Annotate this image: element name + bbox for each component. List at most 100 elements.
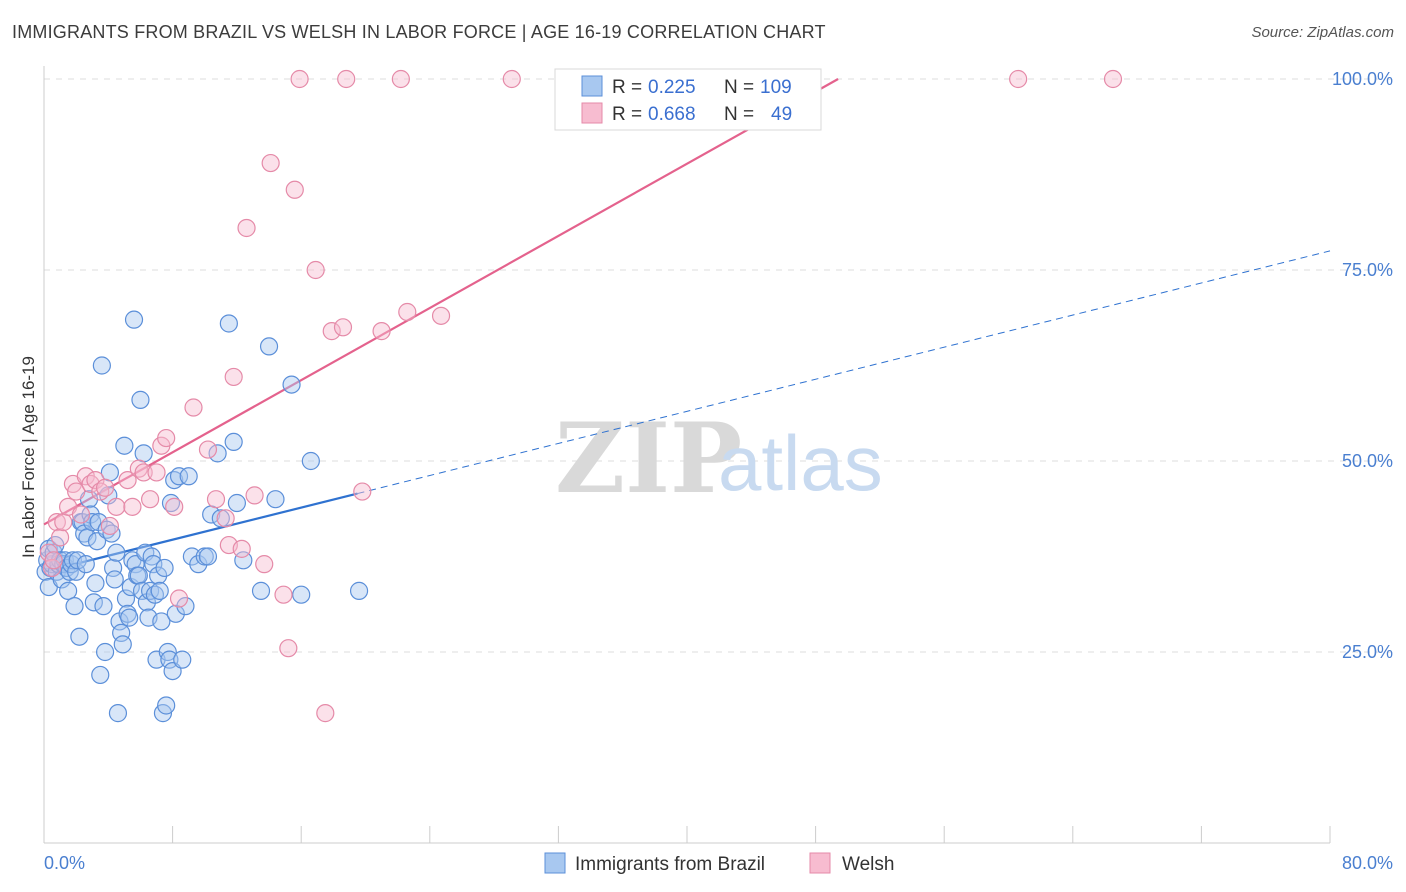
point-welsh bbox=[123, 497, 142, 516]
point-welsh bbox=[134, 463, 153, 482]
point-brazil bbox=[116, 589, 136, 608]
point-brazil bbox=[234, 551, 253, 570]
watermark-atlas: atlas bbox=[718, 419, 883, 507]
point-welsh bbox=[306, 260, 325, 280]
point-welsh bbox=[333, 318, 353, 337]
point-brazil bbox=[208, 444, 227, 463]
point-welsh bbox=[224, 367, 243, 387]
point-brazil bbox=[102, 524, 121, 543]
point-brazil bbox=[115, 436, 134, 455]
bottom-legend-label-welsh: Welsh bbox=[842, 854, 894, 875]
point-welsh bbox=[184, 398, 203, 417]
point-welsh bbox=[107, 497, 126, 516]
point-brazil bbox=[120, 608, 139, 627]
trend-line-welsh bbox=[43, 78, 839, 526]
point-welsh bbox=[1103, 69, 1123, 89]
source-credit: Source: ZipAtlas.com bbox=[1251, 24, 1394, 41]
point-welsh bbox=[279, 639, 298, 658]
y-tick-label: 25.0% bbox=[1342, 642, 1393, 662]
point-welsh bbox=[42, 558, 62, 578]
point-brazil bbox=[155, 558, 174, 578]
point-brazil bbox=[251, 581, 271, 600]
y-tick-labels: 25.0% 50.0% 75.0% 100.0% bbox=[1332, 69, 1393, 662]
x-tick-label: 80.0% bbox=[1342, 853, 1393, 873]
legend-n-label-1: N = bbox=[724, 77, 754, 98]
point-brazil bbox=[91, 665, 110, 685]
point-brazil bbox=[144, 555, 163, 574]
point-welsh bbox=[245, 486, 264, 505]
trend-lines bbox=[43, 78, 1331, 573]
point-welsh bbox=[431, 306, 451, 325]
y-axis-label: In Labor Force | Age 16-19 bbox=[19, 356, 38, 558]
point-brazil bbox=[179, 467, 198, 486]
point-welsh bbox=[50, 528, 70, 547]
point-welsh bbox=[216, 509, 235, 528]
legend-n-value-1: 109 bbox=[760, 77, 792, 98]
point-brazil bbox=[70, 627, 89, 646]
point-welsh bbox=[54, 513, 73, 532]
point-brazil bbox=[92, 356, 111, 375]
point-welsh bbox=[198, 440, 218, 459]
point-brazil bbox=[112, 623, 131, 643]
series-legend: Immigrants from Brazil Welsh bbox=[544, 852, 894, 875]
point-brazil bbox=[219, 314, 238, 333]
point-brazil bbox=[129, 566, 148, 585]
point-welsh bbox=[86, 471, 105, 490]
legend-r-label-2: R = bbox=[612, 104, 642, 125]
trend-line-brazil bbox=[43, 492, 358, 573]
point-brazil bbox=[149, 566, 168, 585]
point-brazil bbox=[259, 337, 279, 356]
point-brazil bbox=[292, 585, 311, 604]
point-brazil bbox=[182, 547, 201, 566]
point-brazil bbox=[160, 650, 179, 669]
point-brazil bbox=[108, 704, 128, 723]
point-brazil bbox=[158, 642, 177, 662]
point-welsh bbox=[353, 482, 372, 501]
correlation-legend: R = 0.225 N = 109 R = 0.668 N = 49 bbox=[554, 68, 822, 131]
point-welsh bbox=[95, 478, 115, 497]
x-tick-label: 0.0% bbox=[44, 853, 85, 873]
point-brazil bbox=[150, 581, 169, 600]
point-welsh bbox=[71, 505, 91, 524]
point-brazil bbox=[107, 543, 126, 562]
point-brazil bbox=[94, 597, 113, 616]
point-brazil bbox=[95, 642, 115, 662]
point-brazil bbox=[104, 558, 123, 578]
point-brazil bbox=[86, 574, 105, 593]
point-brazil bbox=[189, 555, 208, 574]
point-welsh bbox=[157, 428, 176, 448]
y-tick-label: 50.0% bbox=[1342, 451, 1393, 471]
bottom-legend-swatch-brazil bbox=[544, 852, 566, 874]
point-welsh bbox=[290, 69, 309, 89]
legend-n-label-2: N = bbox=[724, 104, 754, 125]
point-welsh bbox=[44, 551, 63, 570]
point-welsh bbox=[322, 322, 341, 341]
point-brazil bbox=[176, 597, 195, 616]
point-brazil bbox=[301, 451, 320, 471]
point-welsh bbox=[118, 471, 137, 490]
bottom-legend-swatch-welsh bbox=[809, 852, 831, 874]
point-brazil bbox=[211, 509, 230, 528]
point-welsh bbox=[237, 218, 256, 238]
point-brazil bbox=[169, 467, 189, 486]
point-welsh bbox=[372, 322, 391, 341]
legend-r-value-2: 0.668 bbox=[648, 104, 696, 125]
point-brazil bbox=[142, 547, 161, 566]
point-welsh bbox=[140, 490, 160, 509]
x-tick-labels: 0.0% 80.0% bbox=[44, 853, 1393, 873]
point-welsh bbox=[206, 490, 226, 509]
point-brazil bbox=[67, 562, 86, 581]
legend-r-label-1: R = bbox=[612, 77, 642, 98]
point-welsh bbox=[147, 463, 166, 482]
legend-swatch-brazil bbox=[581, 75, 603, 97]
point-brazil bbox=[124, 310, 144, 329]
point-brazil bbox=[266, 490, 285, 509]
point-brazil bbox=[173, 650, 192, 669]
point-brazil bbox=[157, 696, 176, 715]
point-brazil bbox=[65, 597, 84, 616]
point-welsh bbox=[67, 482, 86, 501]
bottom-legend-label-brazil: Immigrants from Brazil bbox=[575, 854, 765, 875]
point-welsh bbox=[316, 704, 335, 723]
legend-r-value-1: 0.225 bbox=[648, 77, 696, 98]
